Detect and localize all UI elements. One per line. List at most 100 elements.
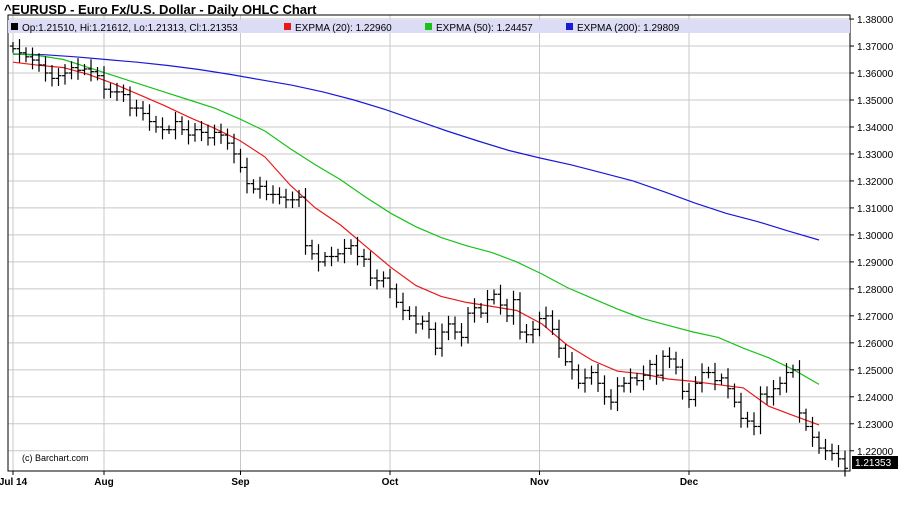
ema200-series	[12, 53, 820, 241]
ohlc-bar	[172, 111, 179, 140]
y-tick-label: 1.30000	[857, 231, 894, 242]
ohlc-bar	[582, 368, 588, 393]
ohlc-bar	[276, 187, 283, 205]
y-tick-label: 1.35000	[857, 96, 894, 107]
ohlc-bar	[341, 238, 348, 264]
x-tick-label: Dec	[680, 477, 699, 488]
ohlc-bar	[432, 322, 439, 356]
ohlc-bar	[309, 239, 315, 260]
ohlc-bar	[783, 363, 790, 393]
ohlc-bar	[699, 363, 705, 393]
ohlc-bar	[562, 344, 569, 366]
ohlc-bar	[588, 365, 595, 385]
ohlc-bar	[315, 244, 322, 272]
ohlc-bar	[608, 389, 614, 410]
ohlc-bar	[829, 443, 835, 461]
ohlc-bar	[764, 386, 770, 405]
ohlc-bar	[426, 312, 432, 339]
ohlc-bar	[81, 64, 88, 76]
ohlc-bar	[796, 360, 803, 423]
chart-grid	[8, 15, 850, 471]
ohlc-bar	[296, 189, 302, 208]
ohlc-bar	[790, 364, 796, 378]
ohlc-bar	[393, 283, 400, 308]
legend-swatch-ema200	[566, 23, 573, 30]
ohlc-bar	[653, 354, 660, 385]
y-tick-label: 1.31000	[857, 204, 894, 215]
ohlc-bar	[439, 323, 445, 357]
ohlc-bar	[367, 251, 374, 286]
ohlc-bar	[419, 315, 426, 330]
ohlc-bar	[400, 292, 406, 321]
x-tick-label: Sep	[231, 477, 249, 488]
x-tick-label: Oct	[382, 477, 399, 488]
ohlc-bar	[627, 368, 634, 393]
ohlc-bar	[536, 311, 543, 337]
ohlc-bar	[263, 180, 270, 201]
ohlc-bar	[614, 377, 621, 412]
ohlc-bar	[465, 307, 471, 344]
ohlc-bar	[458, 323, 465, 347]
ohlc-bar	[530, 320, 536, 344]
credit-text: (c) Barchart.com	[22, 453, 89, 463]
y-tick-label: 1.32000	[857, 177, 894, 188]
ohlc-bar	[328, 246, 335, 267]
ohlc-bar	[744, 411, 751, 428]
ohlc-bar	[250, 179, 257, 194]
ohlc-bar	[29, 47, 36, 70]
y-tick-label: 1.36000	[857, 69, 894, 80]
x-tick-label: Nov	[530, 477, 549, 488]
ohlc-bar	[549, 310, 556, 335]
ohlc-bar	[270, 185, 276, 204]
ohlc-bar	[621, 376, 627, 393]
ohlc-bar	[835, 445, 842, 468]
ohlc-bar	[731, 383, 738, 408]
ohlc-bar	[335, 248, 341, 262]
ohlc-bar	[413, 306, 419, 334]
legend-ema200-text: EXPMA (200): 1.29809	[577, 23, 680, 34]
ema50-line	[12, 53, 820, 385]
x-axis: Jul 14 Aug Sep Oct Nov Dec	[0, 471, 699, 488]
ohlc-bar	[484, 289, 491, 323]
ohlc-bar	[387, 268, 393, 299]
ohlc-bar	[322, 251, 328, 267]
ohlc-bar	[224, 128, 231, 150]
y-tick-label: 1.38000	[857, 15, 894, 26]
ohlc-bar	[237, 148, 244, 173]
ohlc-bar	[354, 236, 361, 266]
ohlc-bar	[374, 269, 380, 290]
ohlc-bar	[543, 306, 549, 328]
ohlc-bar	[471, 298, 478, 323]
ohlc-bar	[634, 372, 640, 386]
ohlc-bar	[504, 298, 510, 323]
ohlc-bar	[497, 284, 504, 315]
ohlc-bar	[647, 359, 653, 380]
ema50-series	[12, 53, 820, 385]
last-value-label: 1.21353	[855, 458, 892, 469]
ohlc-bar	[289, 191, 296, 209]
ohlc-bar	[575, 364, 582, 389]
y-tick-label: 1.37000	[857, 42, 894, 53]
ohlc-bar	[36, 53, 42, 72]
ohlc-bar	[523, 323, 530, 343]
ohlc-bar	[757, 386, 764, 435]
ohlc-bar	[159, 117, 166, 140]
ohlc-bar	[809, 416, 816, 447]
ohlc-bar	[406, 306, 413, 321]
ohlc-bar	[679, 358, 686, 400]
ohlc-bar	[478, 303, 484, 318]
y-tick-label: 1.23000	[857, 420, 894, 431]
ohlc-bar	[718, 373, 725, 385]
ohlc-bar	[120, 84, 127, 102]
ohlc-bar	[666, 347, 673, 369]
ohlc-bar	[842, 450, 848, 477]
ohlc-bar	[738, 392, 744, 428]
ohlc-bar	[640, 365, 647, 391]
ohlc-bar	[445, 315, 452, 341]
legend-swatch-ema20	[284, 23, 291, 30]
ohlc-bar	[816, 431, 822, 454]
ohlc-bar	[179, 116, 185, 135]
ohlc-bar	[133, 99, 140, 117]
ohlc-bar	[231, 133, 237, 164]
